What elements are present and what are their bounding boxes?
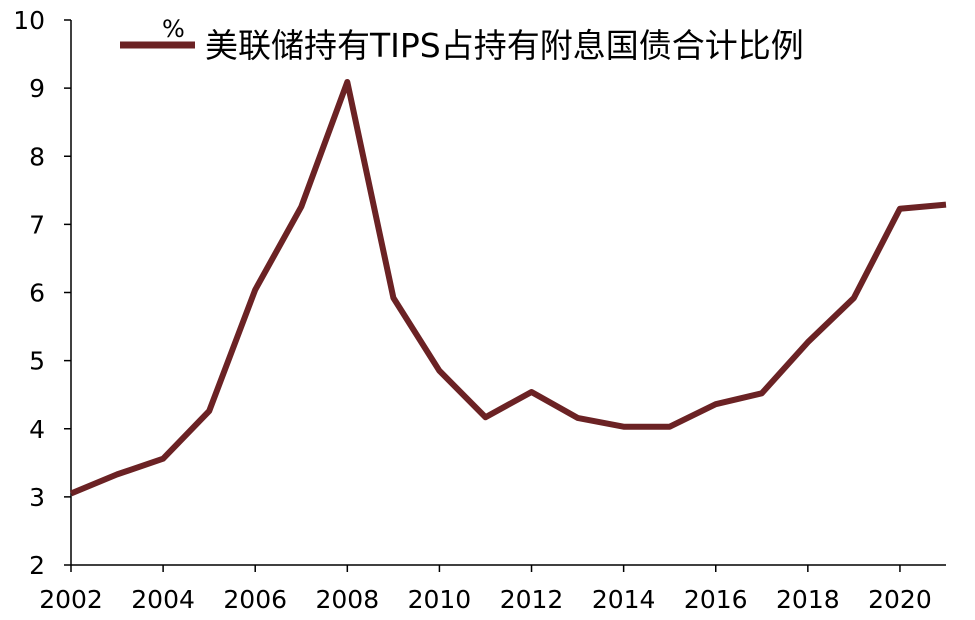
axes	[70, 20, 946, 566]
y-tick-label: 6	[29, 279, 45, 308]
legend-label: 美联储持有TIPS占持有附息国债合计比例	[205, 26, 804, 65]
series-line	[69, 79, 947, 497]
x-tick-label: 2018	[776, 585, 840, 614]
x-tick-label: 2020	[868, 585, 932, 614]
x-tick-label: 2002	[39, 585, 103, 614]
series-layer	[69, 79, 947, 497]
y-tick-label: 10	[13, 6, 45, 35]
x-tick-label: 2008	[316, 585, 380, 614]
legend: 美联储持有TIPS占持有附息国债合计比例 %	[120, 15, 804, 65]
x-axis-ticks: 2002 2004 2006 2008 2010 2012 2014 2016 2018 2020	[39, 565, 932, 614]
x-tick-label: 2006	[223, 585, 287, 614]
y-tick-label: 7	[29, 210, 45, 239]
y-tick-label: 8	[29, 142, 45, 171]
y-axis-ticks: 2 3 4 5 6 7 8 9 10	[13, 6, 71, 580]
x-tick-label: 2010	[408, 585, 472, 614]
y-tick-label: 2	[29, 551, 45, 580]
y-tick-label: 9	[29, 74, 45, 103]
x-tick-label: 2016	[684, 585, 748, 614]
x-tick-label: 2004	[131, 585, 195, 614]
x-tick-label: 2014	[592, 585, 656, 614]
x-tick-label: 2012	[500, 585, 564, 614]
y-tick-label: 3	[29, 483, 45, 512]
unit-label: %	[162, 15, 185, 43]
y-tick-label: 5	[29, 347, 45, 376]
y-tick-label: 4	[29, 415, 45, 444]
